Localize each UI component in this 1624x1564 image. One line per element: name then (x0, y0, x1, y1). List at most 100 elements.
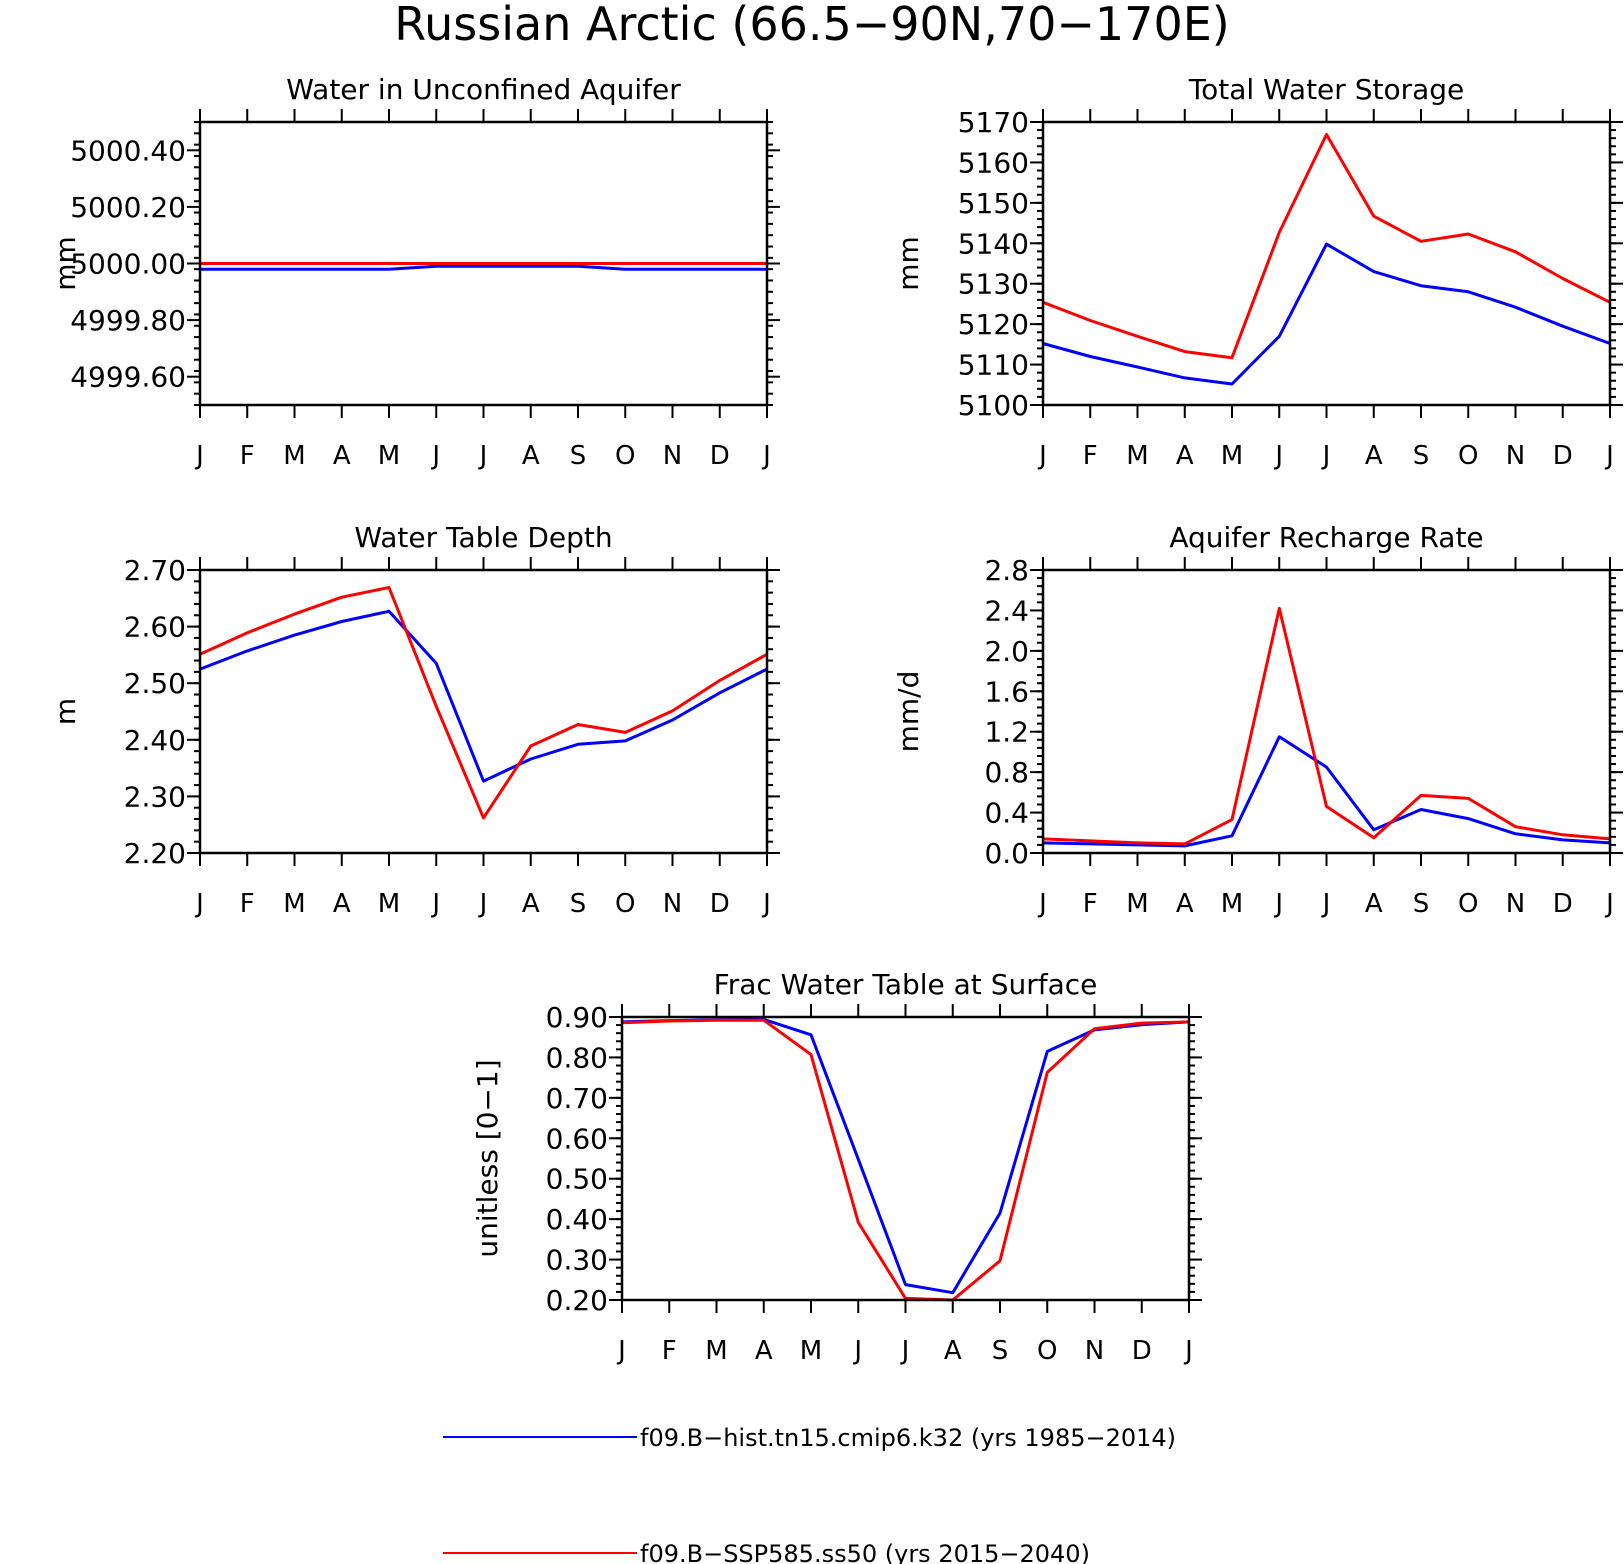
panel-water-table-depth: Water Table Depth 2.70 2.60 2.50 2.40 2.30 2.2… (49, 521, 780, 919)
x-tick-label: A (1176, 889, 1194, 919)
x-tick-label: N (663, 441, 682, 471)
y-tick-label: 1.2 (984, 716, 1029, 749)
x-tick-label: S (1413, 889, 1430, 919)
x-tick-label: J (1604, 441, 1614, 471)
series-line-hist (1042, 735, 1611, 848)
y-tick-label: 0.20 (546, 1284, 608, 1317)
x-tick-label: A (944, 1336, 962, 1366)
y-tick-label: 0.8 (984, 756, 1029, 789)
x-tick-label: J (852, 1336, 862, 1366)
x-tick-label: J (430, 441, 440, 471)
panel-frac-water-table-surface: Frac Water Table at Surface 0.90 0.80 0.70 0… (471, 968, 1202, 1366)
y-tick-label: 2.60 (124, 611, 186, 644)
x-tick-label: S (1413, 441, 1430, 471)
x-tick-label: F (1083, 441, 1098, 471)
x-tick-label: O (615, 441, 635, 471)
x-tick-label: O (1458, 889, 1478, 919)
plot-frame (1041, 120, 1612, 407)
y-axis-label: unitless [0−1] (471, 1059, 504, 1257)
panel-title: Frac Water Table at Surface (714, 968, 1098, 1001)
series-line-ssp585 (1042, 133, 1611, 360)
series-line-ssp585 (199, 586, 768, 820)
y-tick-label: 5130 (958, 268, 1029, 301)
y-tick-label: 2.0 (984, 635, 1029, 668)
x-tick-label: M (800, 1336, 822, 1366)
y-tick-label: 0.80 (546, 1041, 608, 1074)
x-tick-label: A (1365, 441, 1383, 471)
x-tick-label: S (992, 1336, 1009, 1366)
y-tick-label: 0.60 (546, 1122, 608, 1155)
y-tick-label: 0.90 (546, 1001, 608, 1034)
x-tick-label: M (283, 441, 305, 471)
y-axis-label: mm (892, 236, 925, 291)
panel-title: Water Table Depth (354, 521, 612, 554)
y-tick-label: 0.50 (546, 1163, 608, 1196)
x-tick-label: J (761, 889, 771, 919)
y-tick-label: 5170 (958, 106, 1029, 139)
plot-frame (1041, 568, 1612, 855)
x-tick-label: M (1126, 889, 1148, 919)
y-tick-label: 5150 (958, 187, 1029, 220)
x-tick-label: A (1176, 441, 1194, 471)
x-tick-label: M (1221, 889, 1243, 919)
y-tick-label: 5000.20 (70, 191, 186, 224)
panel-total-water-storage: Total Water Storage 5170 5160 5150 5140 5130 5… (892, 73, 1623, 471)
x-tick-label: F (240, 889, 255, 919)
y-axis-label: m (49, 698, 82, 725)
y-tick-label: 2.4 (984, 594, 1029, 627)
y-tick-label: 5100 (958, 389, 1029, 422)
y-tick-label: 0.30 (546, 1244, 608, 1277)
plot-frame (198, 568, 769, 855)
x-tick-label: M (1221, 441, 1243, 471)
y-tick-label: 5110 (958, 349, 1029, 382)
figure-title: Russian Arctic (66.5−90N,70−170E) (394, 0, 1229, 51)
x-tick-label: A (1365, 889, 1383, 919)
plot-frame (198, 120, 769, 407)
x-tick-label: F (240, 441, 255, 471)
y-tick-label: 0.70 (546, 1082, 608, 1115)
x-tick-label: J (478, 889, 488, 919)
series-line-ssp585 (1042, 606, 1611, 846)
legend-label-hist: f09.B−hist.tn15.cmip6.k32 (yrs 1985−2014… (640, 1424, 1176, 1452)
x-tick-label: J (194, 441, 204, 471)
y-tick-label: 0.40 (546, 1203, 608, 1236)
x-tick-label: J (1183, 1336, 1193, 1366)
x-tick-label: J (1273, 441, 1283, 471)
series-line-hist (621, 1017, 1190, 1295)
y-tick-label: 4999.60 (70, 361, 186, 394)
x-tick-label: D (1553, 441, 1573, 471)
x-tick-label: M (705, 1336, 727, 1366)
y-tick-label: 0.4 (984, 797, 1029, 830)
x-tick-label: M (283, 889, 305, 919)
x-tick-label: A (333, 441, 351, 471)
x-tick-label: S (570, 441, 587, 471)
x-tick-label: M (378, 441, 400, 471)
x-tick-label: J (761, 441, 771, 471)
x-tick-label: A (755, 1336, 773, 1366)
y-axis-label: mm/d (892, 671, 925, 753)
y-tick-label: 0.0 (984, 837, 1029, 870)
y-tick-label: 2.30 (124, 780, 186, 813)
x-tick-label: J (616, 1336, 626, 1366)
x-tick-label: D (710, 889, 730, 919)
x-tick-label: M (1126, 441, 1148, 471)
x-tick-label: J (1037, 441, 1047, 471)
y-tick-label: 5120 (958, 308, 1029, 341)
y-tick-label: 5140 (958, 227, 1029, 260)
x-tick-label: O (615, 889, 635, 919)
x-tick-label: J (900, 1336, 910, 1366)
x-tick-label: D (1553, 889, 1573, 919)
x-tick-label: J (1321, 889, 1331, 919)
x-tick-label: N (1506, 889, 1525, 919)
x-tick-label: O (1037, 1336, 1057, 1366)
y-tick-label: 5000.40 (70, 134, 186, 167)
x-tick-label: S (570, 889, 587, 919)
y-tick-label: 2.8 (984, 554, 1029, 587)
panel-title: Water in Unconfined Aquifer (286, 73, 681, 106)
x-tick-label: F (662, 1336, 677, 1366)
y-tick-label: 5000.00 (70, 248, 186, 281)
y-axis-label: mm (49, 236, 82, 291)
plot-frame (620, 1015, 1191, 1302)
x-tick-label: J (1604, 889, 1614, 919)
